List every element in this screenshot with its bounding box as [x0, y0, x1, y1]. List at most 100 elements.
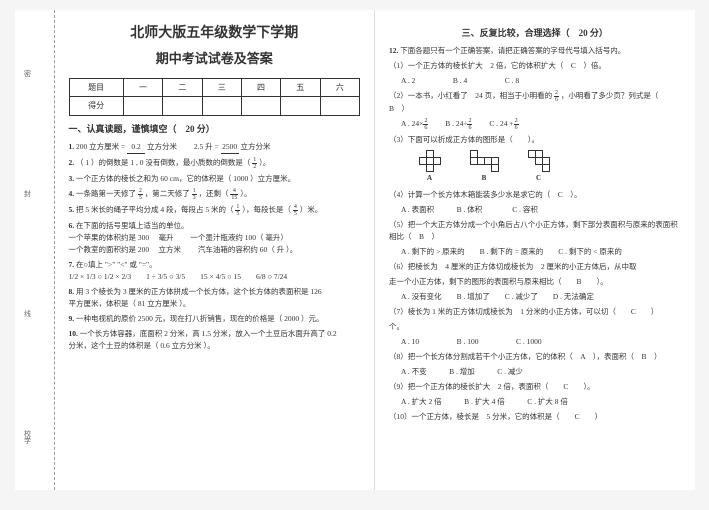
answer: 200: [138, 245, 149, 254]
q-text: 1/2 × 1/3 ○ 1/2 × 2/3 1 ÷ 3/5 ○ 3/5 15 ×…: [69, 272, 288, 281]
q-text: ）。: [179, 299, 190, 308]
question-8: 8. 用 3 个棱长为 3 厘米的正方体拼成一个长方体，这个长方体的表面积是 1…: [69, 286, 361, 310]
q-text: ，第二天修了: [145, 190, 190, 199]
s3-q6-opts: A . 没有变化 B . 增加了 C . 减少了 D . 无法确定: [401, 291, 681, 303]
binding-char-2: 封: [23, 190, 33, 197]
exam-page: 密 封 线 校学 北师大版五年级数学下学期 期中考试试卷及答案 题目 一 二 三…: [15, 10, 695, 490]
s3-q4-opts: A . 表面积 B . 体积 C . 容积: [401, 204, 681, 216]
answer: 毫升: [159, 233, 174, 242]
q-text: 平方厘米，体积是（: [69, 299, 137, 308]
question-6: 6. 在下面的括号里填上适当的单位。 一个苹果的体积约是 300 毫升 一个墨汁…: [69, 220, 361, 256]
opt: A . 24×: [401, 120, 423, 129]
opt: B . 24÷: [445, 120, 467, 129]
q-text: 用 3 个棱长为 3 厘米的正方体拼成一个长方体，这个长方体的表面积是: [76, 287, 309, 296]
q-text: ）。: [204, 341, 215, 350]
td: [241, 97, 280, 116]
q-text: 一个苹果的体积约是: [69, 233, 137, 242]
shape-c: C: [528, 150, 549, 185]
q-text: 一个教室的面积约是: [69, 245, 137, 254]
th: 三: [202, 78, 241, 97]
s3-q7: （7）棱长为 1 米的正方体切成棱长为 1 分米的小正方体，可以切（ C ）: [389, 306, 681, 318]
td: [163, 97, 202, 116]
s3-q2: （2）一本书，小红看了 24 页，相当于小明看的 26 ，小明看了多少页？列式是…: [389, 90, 681, 115]
shape-b: B: [470, 150, 498, 185]
title-line-2: 期中考试试卷及答案: [69, 48, 361, 70]
section-1-title: 一、认真读题，谨慎填空（ 20 分）: [69, 122, 361, 137]
question-2: 2. （ 1 ）的倒数是 1 , 0 没有倒数，最小质数的倒数是（ 12 ）。: [69, 157, 361, 170]
q-text: 下面各题只有一个正确答案，请把正确答案的字母代号填入括号内。: [400, 46, 625, 55]
q-text: 2.5 升 =: [194, 142, 219, 151]
td: [320, 97, 359, 116]
binding-margin: 密 封 线 校学: [15, 10, 55, 490]
fraction: 26: [467, 118, 472, 131]
s3-q10: （10）一个正方体，棱长是 5 分米，它的体积是（ C ）: [389, 411, 681, 423]
binding-char-3: 线: [23, 310, 33, 317]
score-table: 题目 一 二 三 四 五 六 得分: [69, 78, 361, 116]
s3-q3: （3）下面可以折成正方体的图形是（ ）。: [389, 134, 681, 146]
q-text: ）。: [259, 159, 270, 168]
s3-q7-opts: A . 10 B . 100 C . 1000: [401, 336, 681, 348]
answer: 毫升: [265, 233, 280, 242]
th: 六: [320, 78, 359, 97]
q-text: ）元。: [301, 314, 324, 323]
th: 四: [241, 78, 280, 97]
s3-q9-opts: A . 扩大 2 倍 B . 扩大 4 倍 C . 扩大 8 倍: [401, 396, 681, 408]
s3-q4: （4）计算一个长方体木箱能装多少水是求它的（ C ）。: [389, 189, 681, 201]
opt: C . 24 +: [489, 120, 513, 129]
q-text: 立方分米: [240, 142, 270, 151]
s3-q9: （9）把一个正方体的棱长扩大 2 倍，表面积（ C ）。: [389, 381, 681, 393]
q-text: 汽车油箱的容积约 60（: [198, 245, 275, 254]
q-text: 没有倒数，最小质数的倒数是（: [145, 159, 250, 168]
answer: 126: [310, 287, 321, 296]
q-text: （ 1 ）的倒数是: [76, 159, 129, 168]
question-3: 3. 一个正方体的棱长之和为 60 cm，它的体积是（ 1000 ）立方厘米。: [69, 173, 361, 185]
q-text: 一种电视机的原价 2500 元，现在打八折销售，现在的价格是（: [76, 314, 282, 323]
td: [202, 97, 241, 116]
th: 五: [281, 78, 320, 97]
s3-q7-2: 个。: [389, 321, 681, 333]
answer: 100: [245, 233, 256, 242]
answer: 1000: [233, 174, 248, 183]
s3-q5-opts: A . 剩下的 > 原来的 B . 剩下的 = 原来的 C . 剩下的 < 原来…: [401, 246, 681, 258]
answer: 0.2: [127, 141, 145, 154]
fraction: 26: [423, 118, 428, 131]
table-row: 得分: [69, 97, 360, 116]
q-text: ）米。: [300, 206, 323, 215]
right-column: 三、反复比较，合理选择（ 20 分） 12. 下面各题只有一个正确答案，请把正确…: [375, 10, 695, 490]
question-7: 7. 在○填上 ">" "<" 或 "="。 1/2 × 1/3 ○ 1/2 ×…: [69, 259, 361, 283]
fraction: 45: [293, 204, 298, 217]
fraction: 26: [554, 90, 559, 103]
answer: 立方米: [159, 245, 182, 254]
answer: 2000: [284, 314, 299, 323]
table-row: 题目 一 二 三 四 五 六: [69, 78, 360, 97]
shape-label: A: [419, 173, 440, 185]
th: 二: [163, 78, 202, 97]
q-text: 立方分米: [147, 142, 177, 151]
shape-a: A: [419, 150, 440, 185]
left-column: 北师大版五年级数学下学期 期中考试试卷及答案 题目 一 二 三 四 五 六 得分: [55, 10, 376, 490]
fraction: 13: [192, 188, 197, 201]
answer: 0.6 立方分米: [160, 341, 201, 350]
question-9: 9. 一种电视机的原价 2500 元，现在打八折销售，现在的价格是（ 2000 …: [69, 313, 361, 325]
question-12-intro: 12. 下面各题只有一个正确答案，请把正确答案的字母代号填入括号内。: [389, 45, 681, 57]
q-text: 一条路第一天修了: [76, 190, 136, 199]
q-text: ）。: [286, 245, 297, 254]
answer: 1 , 0: [130, 159, 143, 168]
answer: 300: [138, 233, 149, 242]
s3-q6: （6）把棱长为 4 厘米的正方体切成棱长为 2 厘米的小正方体后，从中取: [389, 261, 681, 273]
s3-q6-2: 走一个小正方体，剩下的图形的表面积与原来相比（ B ）。: [389, 276, 681, 288]
fraction: 26: [514, 118, 519, 131]
td: [123, 97, 162, 116]
cube-net-shapes: A B C: [419, 150, 681, 185]
s3-q1-opts: A . 2 B . 4 C . 8: [401, 75, 681, 87]
q-text: 一个长方体容器，底面积 2 分米，高 1.5 分米，放入一个土豆后水面升高了 0…: [80, 329, 337, 338]
section-3-title: 三、反复比较，合理选择（ 20 分）: [389, 26, 681, 41]
q-text: 200 立方厘米 =: [76, 142, 125, 151]
s3-q8-opts: A . 不变 B . 增加 C . 减少: [401, 366, 681, 378]
q-text: 把 5 米长的绳子平均分成 4 段，每段占 5 米的（: [76, 206, 234, 215]
td: [281, 97, 320, 116]
shape-label: B: [470, 173, 498, 185]
q-text: ）立方厘米。: [250, 174, 295, 183]
q-text: 分米，这个土豆的体积是（: [69, 341, 159, 350]
q-text: 在下面的括号里填上适当的单位。: [76, 221, 189, 230]
